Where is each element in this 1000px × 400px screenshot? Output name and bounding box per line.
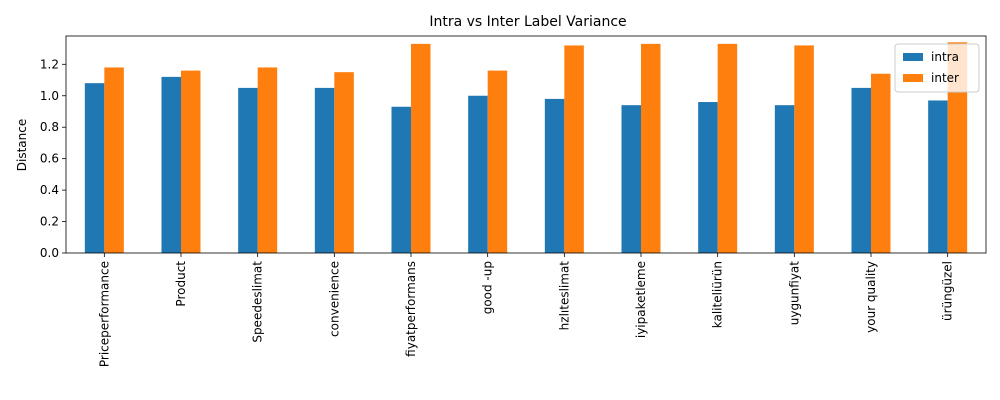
bar-inter: [947, 42, 968, 253]
legend-label-inter: inter: [931, 71, 959, 85]
bar-inter: [641, 43, 661, 253]
y-tick-label: 1.2: [40, 57, 59, 71]
x-tick-label: your quality: [864, 261, 878, 333]
x-tick-label: uygunfiyat: [787, 261, 801, 326]
bar-intra: [84, 83, 105, 253]
bar-intra: [621, 105, 641, 253]
legend-swatch-inter: [903, 74, 923, 82]
y-tick-label: 0.2: [40, 215, 59, 229]
x-tick-label: good -up: [481, 261, 495, 314]
y-tick-label: 0.6: [40, 152, 59, 166]
y-tick-label: 1.0: [40, 89, 59, 103]
x-tick-label: ürüngüzel: [941, 261, 955, 321]
y-tick-label: 0.4: [40, 183, 59, 197]
plot-area: Priceperformance Product Speedeslimat conve…: [40, 35, 987, 367]
bar-intra: [314, 87, 335, 253]
bar-intra: [698, 102, 718, 253]
bar-inter: [717, 43, 738, 253]
bar-inter: [257, 67, 278, 253]
chart-title: Intra vs Inter Label Variance: [429, 14, 626, 30]
x-tick-label: hzlıteslimat: [557, 261, 571, 331]
bar-inter: [334, 72, 354, 253]
x-tick-label: kaliteliürün: [711, 261, 725, 328]
x-tick-label: Priceperformance: [97, 261, 111, 367]
bar-intra: [544, 98, 565, 254]
bar-intra: [161, 76, 181, 253]
x-tick-label: Product: [174, 261, 188, 307]
bar-inter: [181, 70, 201, 253]
legend-swatch-intra: [903, 53, 923, 61]
bar-intra: [391, 106, 411, 253]
y-tick-label: 0.0: [40, 246, 59, 260]
y-axis-label: Distance: [15, 119, 29, 171]
bar-intra: [851, 87, 871, 253]
bar-inter: [871, 73, 891, 254]
x-tick-label: convenience: [327, 261, 341, 337]
x-tick-label: iyipaketleme: [634, 261, 648, 338]
bar-intra: [238, 87, 258, 253]
legend-label-intra: intra: [931, 50, 959, 64]
bar-inter: [411, 43, 431, 253]
bar-inter: [564, 45, 584, 254]
bar-inter: [104, 67, 124, 253]
bar-inter: [487, 70, 508, 253]
bar-intra: [774, 105, 795, 253]
axes-frame: [65, 35, 987, 254]
x-tick-label: Speedeslimat: [251, 261, 265, 343]
y-tick-label: 0.8: [40, 120, 59, 134]
bar-intra: [928, 100, 948, 253]
legend: intra inter: [894, 43, 980, 93]
bar-intra: [468, 95, 488, 253]
x-tick-label: fiyatperformans: [404, 261, 418, 357]
bar-inter: [794, 45, 814, 254]
